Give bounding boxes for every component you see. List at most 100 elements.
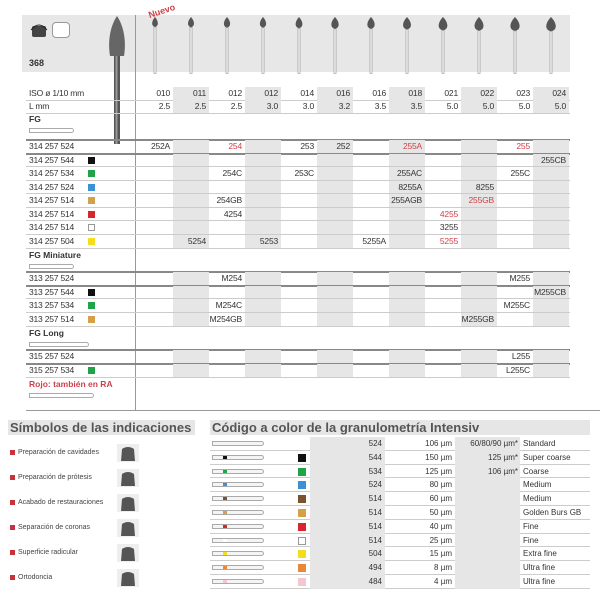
reference-number[interactable]: 255A [402, 141, 422, 151]
row-divider [26, 166, 570, 167]
column-shade [455, 450, 520, 465]
reference-number[interactable]: 253 [300, 141, 314, 151]
gold-grit-swatch [88, 315, 95, 323]
product-code: 314 257 544 [29, 154, 75, 165]
column-shade [533, 153, 569, 167]
column-shade [461, 312, 497, 326]
symbol-item: Acabado de restauraciones [10, 499, 103, 506]
grit-code: 504 [368, 549, 382, 559]
column-shade [389, 350, 425, 364]
reference-number[interactable]: 8255A [398, 181, 422, 192]
reference-number[interactable]: M255 [509, 273, 531, 283]
reference-number[interactable]: M254C [215, 300, 243, 310]
reference-number[interactable]: 255 [516, 141, 530, 151]
grit-ring [223, 552, 227, 556]
column-shade [173, 194, 209, 208]
reference-number[interactable]: 5255A [362, 235, 386, 246]
reference-number[interactable]: 255AGB [391, 195, 422, 205]
reference-number[interactable]: 5254 [187, 235, 206, 246]
prosthesis-preparation-icon [116, 468, 140, 488]
row-divider [26, 113, 570, 114]
column-shade [310, 450, 385, 465]
shank-icon [212, 454, 264, 460]
grit-code: 544 [368, 452, 382, 462]
column-shade [389, 180, 425, 194]
shank-icon [212, 579, 264, 584]
column-shade [245, 312, 281, 326]
column-shade [317, 207, 353, 221]
shank-icon [212, 537, 264, 543]
row-divider [26, 206, 570, 208]
grit-title: Código a color de la granulometría Inten… [210, 420, 590, 435]
reference-number[interactable]: 254 [228, 141, 242, 151]
reference-number[interactable]: 254GB [216, 195, 243, 205]
table-row: 314 257 524 8255A 8255 [0, 180, 600, 194]
reference-number[interactable]: L255C [505, 364, 530, 375]
table-row: 315 257 524 L255 [0, 350, 600, 364]
ra-note: Rojo: también en RA [29, 379, 113, 389]
reference-number[interactable]: 255GB [468, 195, 495, 205]
grit-name: Super coarse [523, 452, 571, 462]
bur-illustration [331, 17, 339, 74]
iso-diameter-value: 023 [516, 88, 530, 98]
table-row: 314 257 514 254GB 255AGB 255GB [0, 194, 600, 208]
grit-ring [223, 511, 227, 514]
green-grit-swatch [298, 467, 306, 476]
grit-size: 106 µm [425, 439, 452, 448]
blue-grit-swatch [298, 481, 306, 490]
green-grit-swatch [88, 170, 95, 177]
reference-number[interactable]: 255CB [541, 154, 566, 165]
column-shade [461, 234, 497, 248]
bullet-icon [10, 499, 15, 505]
reference-number[interactable]: 4254 [223, 208, 242, 219]
grit-row: 504 15 µm Extra fine [210, 547, 590, 562]
column-shade [317, 350, 353, 364]
reference-number[interactable]: M255CB [534, 286, 566, 297]
symbol-item: Ortodoncia [10, 574, 52, 581]
reference-number[interactable]: M254 [221, 273, 243, 283]
symbol-item: Preparación de cavidades [10, 449, 99, 456]
length-value: 3.5 [374, 101, 386, 111]
reference-number[interactable]: 252A [150, 141, 170, 151]
column-shade [310, 519, 385, 534]
grit-row: 494 8 µm Ultra fine [210, 561, 590, 575]
grit-name: Ultra fine [523, 577, 556, 586]
product-code: 313 257 524 [29, 273, 75, 283]
grit-alt-size [455, 561, 518, 575]
grit-name: Ultra fine [523, 563, 556, 573]
reference-number[interactable]: 4255 [439, 208, 458, 219]
crown-separation-icon [116, 518, 140, 538]
reference-number[interactable]: 255C [510, 168, 530, 178]
yellow-grit-swatch [88, 237, 95, 245]
reference-number[interactable]: 5253 [259, 235, 278, 246]
product-code: 314 257 504 [29, 235, 75, 246]
reference-number[interactable]: M254GB [209, 313, 243, 324]
reference-number[interactable]: M255GB [461, 313, 495, 324]
bur-illustration-large [109, 16, 125, 144]
reference-number[interactable]: 254C [222, 168, 242, 178]
product-code: 314 257 514 [29, 208, 75, 219]
column-shade [173, 363, 209, 377]
reference-number[interactable]: 253C [294, 168, 314, 178]
column-shade [455, 464, 520, 479]
bur-illustration [188, 17, 194, 74]
column-shade [455, 519, 520, 534]
column-shade [245, 299, 281, 313]
column-shade [455, 506, 520, 520]
grit-code: 514 [368, 508, 382, 517]
reference-number[interactable]: L255 [511, 351, 530, 361]
reference-number[interactable]: 255AC [397, 168, 422, 178]
row-divider [26, 349, 570, 351]
orthodontics-icon [116, 568, 140, 588]
reference-number[interactable]: M255C [503, 300, 531, 310]
reference-number[interactable]: 252 [336, 141, 350, 151]
row-divider [26, 152, 570, 155]
gold-grit-swatch [298, 509, 306, 517]
reference-number[interactable]: 5255 [439, 235, 458, 246]
length-value: 3.0 [245, 100, 281, 113]
red-grit-swatch [298, 522, 306, 531]
reference-number[interactable]: 3255 [439, 222, 458, 232]
column-shade [461, 194, 497, 208]
reference-number[interactable]: 8255 [475, 181, 494, 192]
grit-alt-size: 106 µm* [488, 466, 518, 476]
